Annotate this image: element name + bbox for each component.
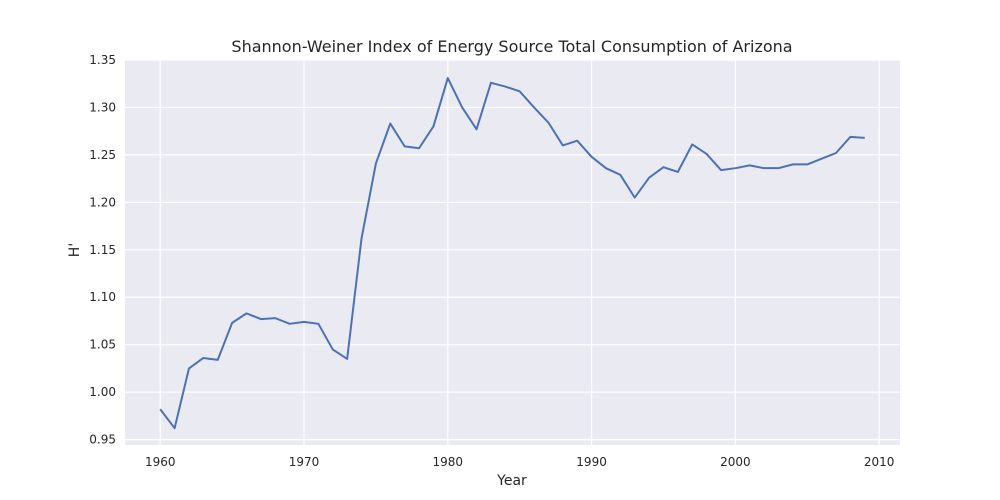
x-tick-label: 1990 [576,455,607,469]
y-tick-label: 1.15 [89,243,116,257]
y-tick-label: 1.05 [89,338,116,352]
x-tick-label: 1960 [145,455,176,469]
y-axis-label: H' [67,243,83,257]
y-tick-label: 1.20 [89,195,116,209]
series-line [159,77,865,430]
plot-background [125,60,900,445]
series-layer [159,77,865,430]
tick-labels: 1960 1970 1980 1990 2000 2010 0.95 1.00 1.05 1.10… [89,53,894,469]
x-axis-label: Year [496,473,527,489]
y-tick-label: 1.30 [89,100,116,114]
y-tick-label: 1.00 [89,385,116,399]
y-tick-label: 1.35 [89,53,116,67]
y-tick-label: 1.10 [89,290,116,304]
grid-lines [125,59,900,445]
y-tick-label: 1.25 [89,148,116,162]
x-tick-label: 1980 [433,455,464,469]
x-tick-label: 2010 [864,455,895,469]
chart-title: Shannon-Weiner Index of Energy Source To… [231,37,792,56]
x-tick-label: 2000 [720,455,751,469]
x-tick-label: 1970 [289,455,320,469]
y-tick-label: 0.95 [89,433,116,447]
